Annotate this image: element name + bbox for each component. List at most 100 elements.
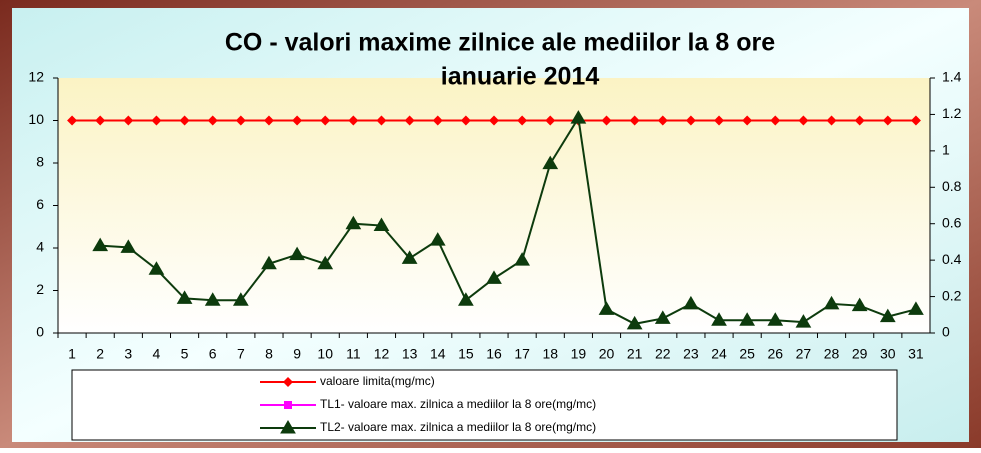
- data-point: [232, 292, 249, 306]
- x-tick-label: 11: [346, 346, 361, 362]
- y2-tick-label: 0.6: [942, 214, 962, 230]
- x-tick-label: 2: [96, 346, 104, 362]
- data-point: [458, 292, 474, 306]
- data-point: [432, 115, 443, 126]
- x-tick-label: 6: [209, 346, 217, 362]
- data-point: [542, 155, 559, 170]
- y2-tick-label: 0.4: [942, 251, 962, 267]
- data-point: [376, 115, 387, 126]
- x-tick-label: 12: [374, 346, 390, 362]
- data-point: [292, 115, 303, 126]
- x-tick-label: 17: [514, 346, 530, 362]
- x-tick-label: 27: [796, 346, 812, 362]
- x-tick-label: 23: [683, 346, 699, 362]
- x-tick-label: 16: [486, 346, 502, 362]
- data-point: [120, 239, 137, 253]
- legend-marker: [283, 377, 293, 387]
- data-point: [601, 115, 612, 126]
- data-point: [151, 115, 162, 126]
- data-point: [854, 115, 865, 126]
- data-point: [657, 115, 668, 126]
- data-point: [373, 217, 390, 232]
- data-point: [683, 295, 699, 310]
- x-tick-label: 5: [181, 346, 189, 362]
- x-tick-label: 14: [430, 346, 446, 362]
- data-point: [714, 115, 725, 126]
- data-point: [770, 115, 781, 126]
- x-tick-label: 9: [293, 346, 301, 362]
- y2-tick-label: 0.8: [942, 178, 962, 194]
- data-point: [798, 115, 809, 126]
- x-tick-label: 21: [627, 346, 643, 362]
- x-tick-label: 8: [265, 346, 273, 362]
- data-point: [908, 301, 924, 315]
- legend-marker: [280, 420, 296, 434]
- chart-subtitle: ianuarie 2014: [441, 63, 600, 91]
- x-tick-label: 26: [768, 346, 784, 362]
- data-point: [685, 115, 696, 126]
- legend-text: TL2- valoare max. zilnica a mediilor la …: [320, 420, 596, 434]
- data-point: [317, 255, 334, 270]
- data-point: [235, 115, 246, 126]
- data-point: [261, 255, 277, 270]
- data-point: [404, 115, 415, 126]
- x-tick-label: 15: [458, 346, 474, 362]
- x-tick-label: 20: [599, 346, 615, 362]
- x-tick-label: 10: [317, 346, 333, 362]
- x-tick-label: 13: [402, 346, 418, 362]
- data-point: [654, 310, 671, 324]
- data-point: [545, 115, 556, 126]
- x-tick-label: 19: [571, 346, 587, 362]
- data-point: [123, 115, 134, 126]
- data-point: [348, 115, 359, 126]
- y2-tick-label: 1.4: [942, 69, 962, 85]
- y-tick-label: 6: [36, 196, 44, 212]
- data-point: [263, 115, 274, 126]
- data-point: [629, 115, 640, 126]
- data-point: [517, 115, 528, 126]
- data-point: [598, 301, 615, 315]
- data-point: [514, 252, 530, 266]
- data-point: [767, 312, 784, 326]
- data-point: [851, 297, 868, 312]
- x-tick-label: 28: [824, 346, 840, 362]
- data-point: [207, 115, 218, 126]
- y-tick-label: 10: [28, 111, 44, 127]
- x-tick-label: 22: [655, 346, 671, 362]
- data-point: [148, 261, 165, 275]
- y-tick-label: 8: [36, 154, 44, 170]
- data-point: [826, 115, 837, 126]
- y-tick-label: 12: [28, 69, 44, 85]
- data-point: [179, 115, 190, 126]
- y2-tick-label: 0: [942, 324, 950, 340]
- data-point: [742, 115, 753, 126]
- data-point: [570, 110, 587, 124]
- data-point: [345, 215, 362, 230]
- data-point: [67, 115, 78, 126]
- legend-text: valoare limita(mg/mc): [320, 374, 435, 388]
- x-tick-label: 25: [739, 346, 755, 362]
- data-point: [795, 314, 812, 328]
- data-point: [489, 115, 499, 126]
- data-point: [460, 115, 471, 126]
- x-tick-label: 18: [542, 346, 558, 362]
- legend: [71, 369, 898, 441]
- x-tick-label: 30: [880, 346, 896, 362]
- y2-tick-label: 1: [942, 142, 950, 158]
- y-tick-label: 2: [36, 281, 44, 297]
- data-point: [486, 270, 502, 284]
- data-point: [910, 115, 921, 126]
- x-tick-label: 31: [908, 346, 924, 362]
- data-point: [823, 295, 840, 310]
- data-point: [882, 115, 893, 126]
- y2-tick-label: 0.2: [942, 287, 962, 303]
- data-point: [95, 115, 106, 126]
- legend-text: TL1- valoare max. zilnica a mediilor la …: [320, 397, 596, 411]
- y2-tick-label: 1.2: [942, 105, 962, 121]
- x-tick-label: 29: [852, 346, 868, 362]
- data-point: [626, 315, 643, 330]
- x-tick-label: 3: [124, 346, 132, 362]
- x-tick-label: 24: [711, 346, 727, 362]
- data-point: [401, 250, 418, 264]
